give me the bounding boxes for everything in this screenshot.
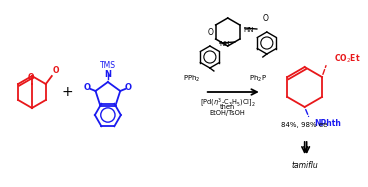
Text: CO$_2$Et: CO$_2$Et	[334, 53, 361, 65]
Text: O: O	[28, 73, 34, 82]
Text: tamiflu: tamiflu	[291, 160, 318, 169]
Text: NH: NH	[220, 41, 230, 47]
Text: then: then	[220, 104, 236, 110]
Text: Ph$_2$P: Ph$_2$P	[249, 74, 267, 84]
Text: PPh$_2$: PPh$_2$	[183, 74, 201, 84]
Text: O: O	[208, 28, 214, 37]
Text: NPhth: NPhth	[315, 119, 342, 128]
Text: TMS: TMS	[100, 61, 116, 70]
Text: O: O	[53, 66, 59, 75]
Text: HN: HN	[244, 27, 254, 33]
Text: 84%, 98% ee: 84%, 98% ee	[282, 122, 328, 128]
Text: +: +	[61, 85, 73, 99]
Text: N: N	[105, 70, 112, 79]
Text: [Pd($\eta^3$-C$_3$H$_5$)Cl]$_2$: [Pd($\eta^3$-C$_3$H$_5$)Cl]$_2$	[200, 96, 256, 109]
Text: EtOH/TsOH: EtOH/TsOH	[210, 110, 245, 116]
Text: O: O	[125, 83, 132, 93]
Text: O: O	[263, 14, 269, 23]
Text: O: O	[84, 83, 91, 93]
